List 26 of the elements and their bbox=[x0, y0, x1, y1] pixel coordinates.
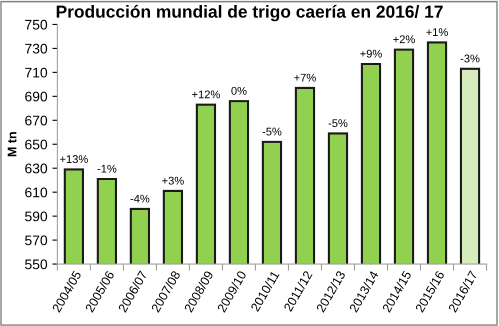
annotation: +9% bbox=[360, 50, 382, 58]
annotation: +12% bbox=[192, 90, 220, 98]
annotation: -5% bbox=[328, 119, 348, 128]
annotation: -5% bbox=[262, 128, 282, 136]
y-tick-label: 630 bbox=[25, 164, 48, 174]
annotation: +3% bbox=[162, 176, 184, 185]
y-axis-title: M tn bbox=[8, 132, 16, 156]
y-tick-label: 730 bbox=[25, 44, 48, 54]
y-tick-label: 690 bbox=[25, 92, 48, 102]
annotation: 0% bbox=[231, 86, 247, 95]
y-tick-label: 750 bbox=[25, 20, 48, 30]
annotation: -4% bbox=[130, 194, 150, 203]
annotation: +7% bbox=[294, 74, 316, 82]
chart-title: Producción mundial de trigo caería en 2016/ 17 bbox=[56, 4, 443, 22]
annotation: +2% bbox=[393, 35, 415, 44]
y-tick-label: 650 bbox=[25, 140, 48, 150]
y-tick-label: 670 bbox=[25, 116, 48, 126]
annotation: -1% bbox=[98, 164, 116, 173]
annotation: -3% bbox=[460, 54, 480, 62]
annotation: +1% bbox=[426, 28, 448, 36]
y-tick-label: 590 bbox=[25, 211, 48, 222]
y-tick-label: 710 bbox=[25, 68, 48, 78]
y-tick-label: 570 bbox=[25, 235, 48, 246]
annotation: +13% bbox=[60, 155, 88, 164]
y-tick-label: 550 bbox=[25, 259, 48, 270]
y-tick-label: 610 bbox=[25, 188, 48, 198]
